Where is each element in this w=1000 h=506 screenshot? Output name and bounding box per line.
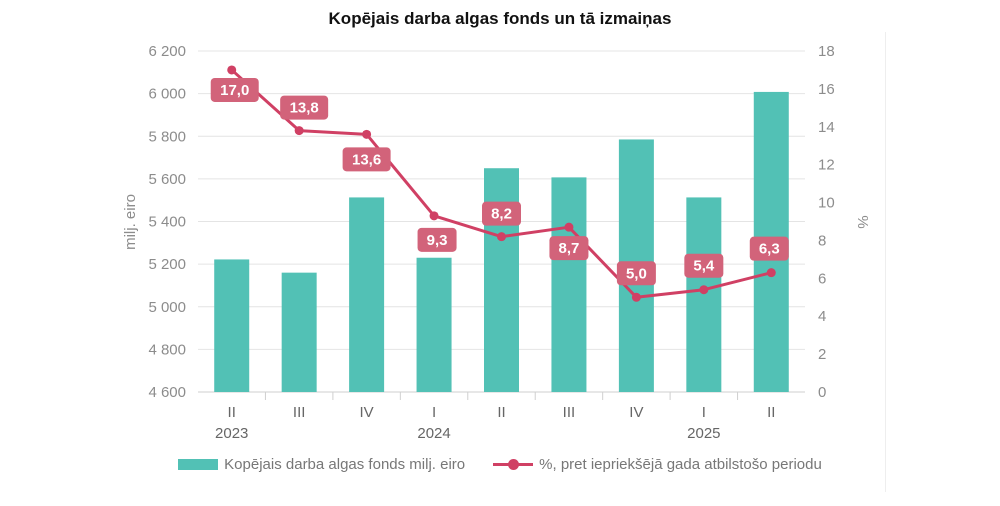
right-axis-tick-label: 14 [818,119,835,136]
left-axis-tick-label: 5 200 [148,256,186,273]
left-axis-tick-label: 4 800 [148,341,186,358]
legend-line-swatch [493,459,534,470]
line-point [429,211,439,221]
bar [214,259,250,392]
right-axis-tick-label: 6 [818,270,826,287]
legend-bar-label: Kopējais darba algas fonds milj. eiro [224,456,466,473]
line-point [294,126,304,136]
left-axis-title: milj. eiro [122,194,139,250]
left-axis-ticks: 4 600 4 800 5 000 5 200 5 400 5 600 5 800 6 000… [148,43,186,401]
data-label-badge [616,261,656,286]
legend-bar-swatch [178,459,219,470]
data-label: 8,2 [491,206,512,223]
year-label: 2023 [215,425,248,442]
data-label-badge [549,236,589,261]
data-label: 8,7 [559,240,580,257]
data-label-badge [417,227,457,252]
legend: Kopējais darba algas fonds milj. eiro %,… [0,456,1000,473]
right-axis-tick-label: 16 [818,81,835,98]
line-point [699,285,709,295]
bar [416,257,452,392]
category-label: IV [360,404,374,421]
data-label: 17,0 [220,82,249,99]
right-axis-tick-label: 10 [818,195,835,212]
year-label: 2024 [417,425,450,442]
category-label: II [767,404,775,421]
line-point [766,268,776,278]
line-point [631,292,641,302]
line-point [564,222,574,232]
left-axis-tick-label: 6 200 [148,43,186,60]
data-label: 6,3 [759,241,780,258]
chart-title: Kopējais darba algas fonds un tā izmaiņa… [328,9,672,28]
left-axis-tick-label: 5 800 [148,128,186,145]
data-label-badge [342,147,391,172]
data-label-badge [210,77,259,102]
category-label: III [563,404,576,421]
left-axis-tick-label: 6 000 [148,86,186,103]
right-axis-tick-label: 2 [818,346,826,363]
right-axis-tick-label: 18 [818,43,835,60]
left-axis-tick-label: 5 600 [148,171,186,188]
right-axis-title: % [854,215,871,228]
data-label: 5,0 [626,265,647,282]
left-axis-tick-label: 5 400 [148,214,186,231]
category-label: I [432,404,436,421]
category-label: II [497,404,505,421]
line-point [497,232,506,242]
data-label: 13,6 [352,151,381,168]
data-label-badge [280,95,329,120]
right-axis-tick-label: 0 [818,384,826,401]
legend-item-bars[interactable]: Kopējais darba algas fonds milj. eiro [178,456,465,473]
data-label-badge [749,236,789,261]
right-axis-tick-label: 8 [818,232,826,249]
left-axis-tick-label: 4 600 [148,384,186,401]
line-point [362,129,372,139]
right-axis-tick-label: 12 [818,157,835,174]
right-axis-tick-label: 4 [818,308,826,325]
bar [686,197,722,392]
data-label: 9,3 [427,232,448,249]
line-series [227,65,776,302]
bar [349,197,385,392]
left-axis-tick-label: 5 000 [148,299,186,316]
panel-divider [885,32,886,492]
category-label: I [702,404,706,421]
data-label: 5,4 [693,258,715,275]
legend-item-line[interactable]: %, pret iepriekšējā gada atbilstošo peri… [493,456,822,473]
line-data-labels: 17,0 13,8 13,6 9,3 8,2 8,7 5,0 5,4 6,3 [210,77,789,286]
line-point [227,65,237,75]
year-label: 2025 [687,425,720,442]
category-label: IV [629,404,643,421]
data-label-badge [684,253,724,278]
bar [551,177,587,392]
category-label: II [228,404,236,421]
bar [281,272,317,392]
data-label: 13,8 [290,100,319,117]
legend-line-label: %, pret iepriekšējā gada atbilstošo peri… [539,456,822,473]
category-label: III [293,404,306,421]
right-axis-ticks: 0 2 4 6 8 10 12 14 16 18 [818,43,835,401]
data-label-badge [482,201,521,226]
bar-series [214,91,789,393]
